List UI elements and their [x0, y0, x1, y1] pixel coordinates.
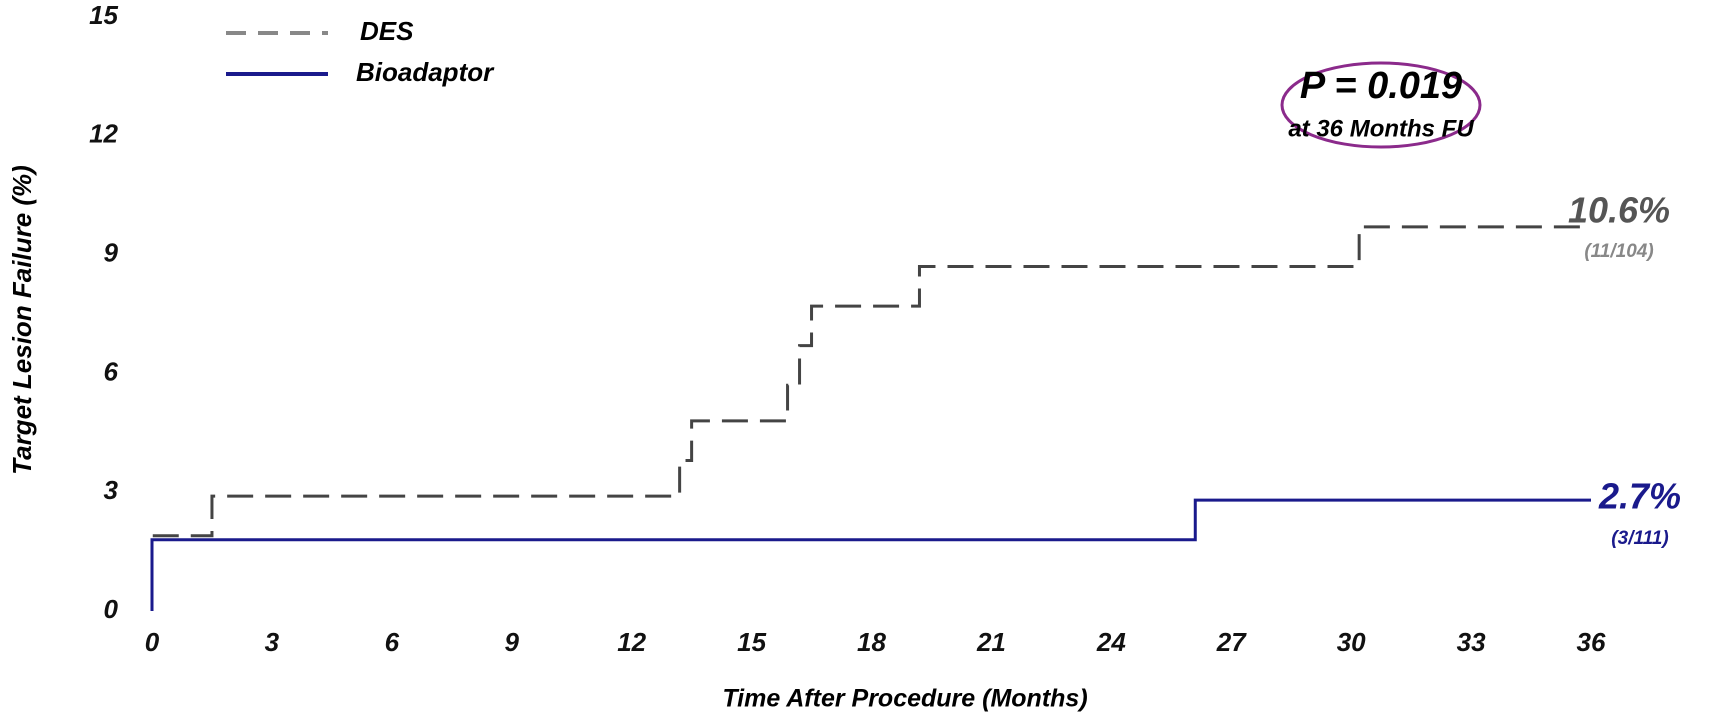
p-value-note: at 36 Months FU: [1288, 115, 1474, 142]
des-end-count: (11/104): [1584, 241, 1653, 262]
x-tick-label: 36: [1577, 627, 1606, 657]
x-tick-label: 18: [857, 627, 886, 657]
legend-label: Bioadaptor: [356, 57, 495, 87]
y-tick-label: 12: [89, 119, 118, 149]
y-tick-label: 15: [89, 0, 118, 30]
legend-label: DES: [360, 16, 414, 46]
x-tick-label: 15: [737, 627, 766, 657]
x-tick-label: 9: [505, 627, 520, 657]
x-axis-title: Time After Procedure (Months): [722, 685, 1087, 713]
p-value-box: [1280, 61, 1482, 149]
bio-end-label: 2.7%: [1598, 476, 1681, 517]
series-line: [150, 498, 1591, 611]
y-tick-label: 6: [104, 356, 119, 386]
y-tick-label: 9: [104, 237, 119, 267]
x-tick-label: 12: [617, 627, 646, 657]
x-tick-label: 24: [1096, 627, 1126, 657]
x-tick-label: 0: [145, 627, 160, 657]
des-end-label: 10.6%: [1568, 190, 1670, 231]
x-tick-label: 27: [1216, 627, 1247, 657]
x-tick-label: 3: [265, 627, 280, 657]
y-tick-label: 0: [104, 594, 119, 624]
x-tick-label: 30: [1337, 627, 1366, 657]
x-tick-label: 21: [976, 627, 1006, 657]
y-axis-title: Target Lesion Failure (%): [7, 165, 37, 475]
x-tick-label: 6: [385, 627, 400, 657]
series-line: [150, 225, 1591, 611]
p-value: P = 0.019: [1300, 65, 1462, 107]
x-tick-label: 33: [1457, 627, 1486, 657]
y-tick-label: 3: [104, 475, 119, 505]
bio-end-count: (3/111): [1611, 528, 1668, 549]
